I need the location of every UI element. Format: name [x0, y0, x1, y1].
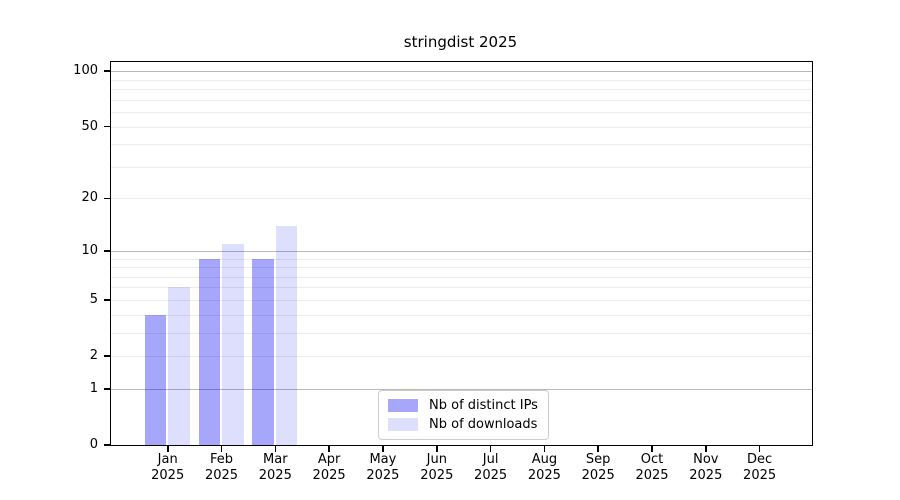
x-tick-label: Dec 2025 [732, 452, 788, 484]
bar-distinct-ips [144, 314, 167, 445]
y-tick-mark [103, 355, 110, 357]
y-gridline-major [111, 71, 812, 73]
y-gridline-minor [111, 258, 812, 260]
x-tick-year: 2025 [420, 468, 454, 483]
y-tick-label: 0 [89, 437, 98, 452]
y-gridline-minor [111, 198, 812, 200]
x-tick-month: Apr [317, 452, 341, 467]
x-tick-year: 2025 [474, 468, 508, 483]
x-tick-label: Sep 2025 [570, 452, 626, 484]
x-tick-label: Apr 2025 [301, 452, 357, 484]
y-gridline-minor [111, 356, 812, 357]
x-tick-month: Jan [157, 452, 178, 467]
x-tick-year: 2025 [312, 468, 346, 483]
y-tick-label: 20 [81, 190, 98, 206]
bar-downloads [275, 225, 298, 445]
x-tick-mark [597, 446, 599, 452]
y-gridline-minor [111, 79, 812, 81]
x-tick-label: Jul 2025 [463, 452, 519, 484]
x-tick-year: 2025 [527, 468, 561, 483]
x-tick-mark [543, 446, 546, 452]
plot-area: 0 1 2 5 10 20 50 100 Jan 2025 Feb 2025 Mar 2025 Apr 202… [73, 61, 813, 483]
bar-downloads [222, 243, 244, 445]
y-tick-label: 2 [89, 348, 98, 363]
x-tick-mark [705, 446, 707, 452]
bar-downloads [168, 287, 190, 445]
y-tick-mark [103, 299, 110, 301]
x-tick-mark [328, 446, 330, 452]
y-gridline-major [111, 250, 812, 252]
x-tick-month: May [369, 452, 397, 467]
legend-item-distinct-ips: Nb of distinct IPs [388, 398, 538, 413]
legend-item-downloads: Nb of downloads [388, 417, 538, 432]
legend-swatch-downloads [388, 418, 418, 431]
x-tick-label: Mar 2025 [247, 452, 303, 484]
bar-distinct-ips [198, 258, 220, 445]
x-tick-year: 2025 [635, 468, 669, 483]
x-tick-label: Oct 2025 [624, 452, 680, 484]
y-tick-label: 100 [73, 63, 98, 79]
x-tick-month: Jul [482, 452, 499, 467]
x-tick-mark [167, 446, 169, 452]
y-tick-mark [103, 250, 110, 252]
x-tick-year: 2025 [366, 468, 400, 483]
x-tick-year: 2025 [743, 468, 777, 483]
chart-title: stringdist 2025 [403, 33, 518, 51]
y-tick-label: 10 [81, 242, 98, 258]
x-tick-month: Dec [747, 452, 773, 467]
y-gridline-minor [111, 99, 812, 101]
x-tick-label: May 2025 [355, 452, 411, 484]
bar-distinct-ips [252, 258, 274, 445]
x-tick-month: Mar [263, 452, 288, 467]
x-tick-label: Jan 2025 [140, 452, 196, 484]
x-tick-label: Feb 2025 [194, 452, 250, 484]
y-gridline-minor [111, 287, 812, 289]
y-tick-label: 1 [89, 380, 98, 396]
y-tick-mark [103, 388, 110, 390]
y-tick-mark [103, 70, 110, 72]
y-gridline-minor [111, 89, 812, 90]
x-tick-year: 2025 [204, 468, 239, 483]
y-gridline-minor [111, 126, 812, 128]
y-gridline-minor [111, 276, 812, 278]
x-tick-mark [274, 446, 277, 452]
x-tick-month: Nov [693, 452, 719, 467]
x-tick-mark [758, 446, 761, 452]
x-tick-label: Aug 2025 [516, 452, 572, 484]
x-tick-mark [489, 446, 492, 452]
y-tick-label: 50 [81, 118, 98, 134]
y-gridline-major [111, 388, 812, 390]
y-tick-mark [103, 197, 110, 200]
x-tick-year: 2025 [258, 468, 292, 483]
legend-swatch-distinct-ips [388, 399, 418, 412]
y-gridline-minor [111, 267, 812, 268]
legend-label-downloads: Nb of downloads [429, 417, 538, 432]
x-tick-year: 2025 [581, 468, 615, 483]
y-tick-mark [103, 125, 110, 128]
y-tick-mark [103, 444, 110, 446]
legend-label-distinct-ips: Nb of distinct IPs [429, 398, 538, 413]
y-gridline-minor [111, 332, 812, 334]
x-tick-mark [436, 446, 438, 452]
x-tick-label: Nov 2025 [678, 452, 734, 484]
x-tick-mark [651, 446, 653, 452]
x-tick-mark [382, 446, 384, 452]
y-gridline-minor [111, 166, 812, 168]
x-tick-month: Jun [426, 452, 447, 467]
x-tick-month: Aug [531, 452, 558, 467]
x-tick-mark [220, 446, 223, 452]
y-gridline-minor [111, 111, 812, 113]
x-tick-month: Sep [585, 452, 611, 467]
y-gridline-minor [111, 144, 812, 146]
x-tick-month: Feb [209, 452, 234, 467]
x-tick-year: 2025 [151, 468, 185, 483]
y-tick-label: 5 [89, 291, 98, 307]
x-tick-month: Oct [640, 452, 664, 467]
legend: Nb of distinct IPs Nb of downloads [378, 390, 549, 440]
y-gridline-minor [111, 299, 812, 301]
y-gridline-minor [111, 314, 812, 316]
x-tick-year: 2025 [689, 468, 723, 483]
x-tick-label: Jun 2025 [409, 452, 465, 484]
